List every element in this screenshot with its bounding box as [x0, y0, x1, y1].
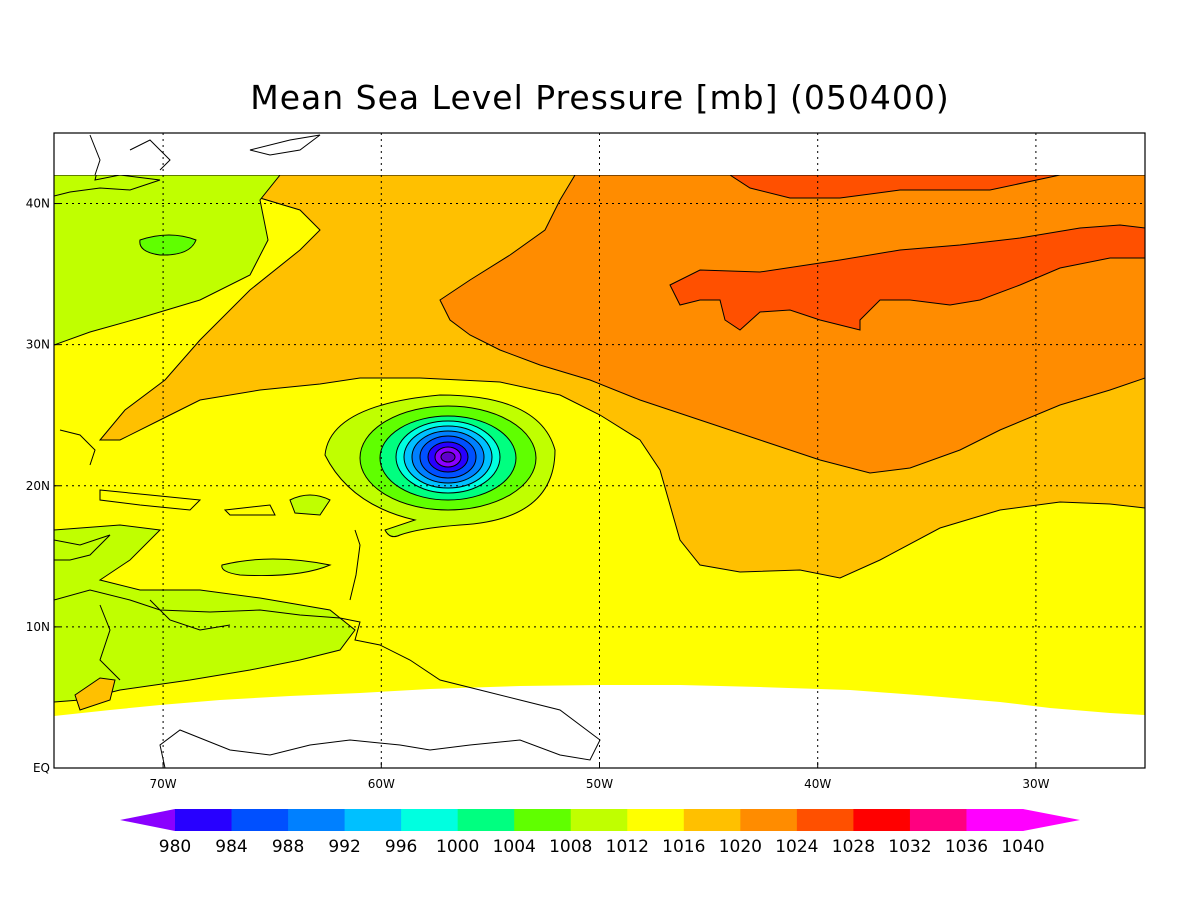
lon-tick-label: 40W [804, 777, 831, 791]
lat-tick-label: 10N [26, 620, 50, 634]
colorbar-label: 1032 [888, 837, 931, 857]
colorbar-label: 1024 [775, 837, 818, 857]
band-1028-east [669, 224, 1145, 331]
colorbar-box [570, 809, 628, 831]
colorbar-label: 1036 [945, 837, 988, 857]
colorbar-box [175, 809, 233, 831]
colorbar-box [288, 809, 346, 831]
hurricane-low [324, 394, 556, 538]
band-1012-east-strip [289, 494, 331, 516]
band-1012-nw [54, 174, 282, 346]
lon-tick-label: 50W [586, 777, 613, 791]
coast-north-overlay [89, 134, 321, 176]
colorbar-box [231, 809, 289, 831]
colorbar-box [683, 809, 741, 831]
colorbar-label: 980 [159, 837, 191, 857]
colorbar-box [853, 809, 911, 831]
colorbar-box [457, 809, 515, 831]
colorbar-box [740, 809, 798, 831]
colorbar-label: 1008 [549, 837, 592, 857]
colorbar-label: 1000 [436, 837, 479, 857]
colorbar-extend-low [120, 809, 175, 831]
band-1012-sw [54, 524, 356, 703]
colorbar-label: 1028 [832, 837, 875, 857]
colorbar-label: 984 [215, 837, 247, 857]
lon-tick-label: 70W [150, 777, 177, 791]
colorbar-box [627, 809, 685, 831]
lat-tick-label: 20N [26, 479, 50, 493]
colorbar-label: 1004 [493, 837, 536, 857]
colorbar-box [796, 809, 854, 831]
lon-tick-label: 30W [1022, 777, 1049, 791]
colorbar-box [401, 809, 459, 831]
lon-tick-label: 60W [368, 777, 395, 791]
colorbar-box [344, 809, 402, 831]
map-title: Mean Sea Level Pressure [mb] (050400) [250, 78, 950, 117]
colorbar: 980 984 988 992 996 1000 1004 1008 1012 1016 1020 1… [120, 809, 1080, 857]
band-1028-north [728, 174, 1061, 199]
colorbar-box [966, 809, 1024, 831]
lat-tick-label: 30N [26, 338, 50, 352]
lat-tick-label: EQ [33, 761, 50, 775]
coastlines [54, 134, 601, 768]
colorbar-label: 996 [385, 837, 417, 857]
band-1008-nw [139, 234, 197, 256]
lat-axis: EQ 10N 20N 30N 40N [26, 197, 60, 775]
lon-axis: 70W 60W 50W 40W 30W [150, 762, 1050, 791]
colorbar-label: 992 [328, 837, 360, 857]
colorbar-label: 1012 [606, 837, 649, 857]
colorbar-box [514, 809, 572, 831]
colorbar-box [909, 809, 967, 831]
lat-tick-label: 40N [26, 197, 50, 211]
lat-lon-grid [54, 133, 1145, 768]
colorbar-extend-high [1023, 809, 1080, 831]
colorbar-label: 1040 [1001, 837, 1044, 857]
band-1024-sw-pocket [74, 677, 116, 711]
colorbar-label: 1020 [719, 837, 762, 857]
colorbar-label: 988 [272, 837, 304, 857]
colorbar-label: 1016 [662, 837, 705, 857]
band-1012-island [221, 558, 332, 577]
